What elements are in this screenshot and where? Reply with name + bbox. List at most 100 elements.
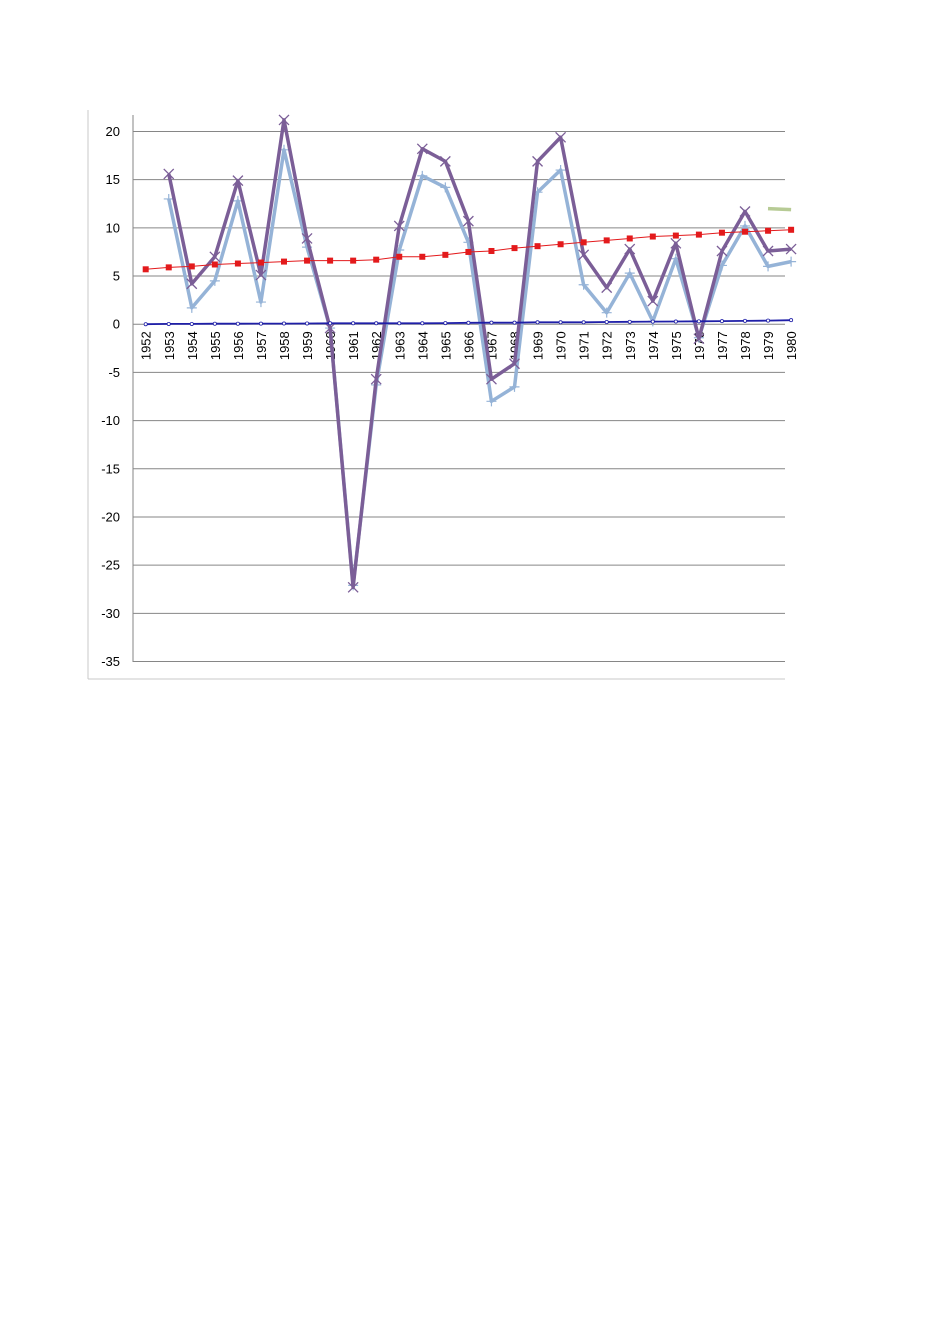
data-point	[672, 232, 679, 239]
y-tick-label: 10	[106, 220, 120, 235]
data-point	[235, 321, 240, 326]
data-point	[212, 321, 217, 326]
data-point	[189, 321, 194, 326]
x-tick-label: 1959	[300, 331, 315, 360]
x-tick-label: 1961	[346, 331, 361, 360]
y-tick-label: -20	[101, 509, 120, 524]
y-tick-label: -5	[108, 365, 120, 380]
x-tick-label: 1963	[392, 331, 407, 360]
data-point	[603, 237, 610, 244]
x-tick-label: 1977	[715, 331, 730, 360]
data-point	[739, 206, 751, 217]
data-point	[627, 319, 632, 324]
data-point	[211, 261, 218, 268]
x-tick-label: 1972	[600, 331, 615, 360]
series-0	[163, 144, 797, 591]
data-point	[649, 233, 656, 240]
data-point	[766, 318, 771, 323]
data-point	[397, 321, 402, 326]
y-tick-label: 15	[106, 172, 120, 187]
data-point	[765, 227, 772, 234]
data-point	[624, 243, 636, 255]
data-point	[393, 220, 405, 232]
data-point	[417, 170, 428, 181]
data-point	[440, 182, 451, 193]
data-point	[465, 248, 472, 255]
data-point	[673, 319, 678, 324]
x-tick-label: 1953	[162, 331, 177, 360]
x-tick-label: 1979	[761, 331, 776, 360]
data-point	[419, 253, 426, 260]
x-tick-label: 1970	[554, 331, 569, 360]
data-point	[719, 319, 724, 324]
data-point	[232, 175, 244, 187]
data-point	[234, 260, 241, 267]
data-point	[281, 258, 287, 265]
x-tick-label: 1957	[254, 331, 269, 360]
data-point	[486, 396, 497, 407]
data-point	[763, 261, 774, 272]
data-point	[532, 155, 544, 167]
x-tick-label: 1978	[738, 331, 753, 360]
data-point	[488, 247, 495, 254]
data-point	[466, 320, 471, 325]
data-point	[351, 321, 356, 326]
data-point	[281, 321, 286, 326]
data-point	[624, 268, 635, 279]
y-tick-label: -15	[101, 461, 120, 476]
x-tick-label: 1971	[577, 331, 592, 360]
series-line	[167, 148, 792, 588]
data-point	[743, 318, 748, 323]
x-tick-label: 1955	[208, 331, 223, 360]
data-point	[581, 320, 586, 325]
x-tick-label: 1976	[692, 331, 707, 360]
data-point	[257, 259, 264, 266]
data-point	[186, 278, 198, 290]
data-point	[509, 358, 520, 370]
y-tick-label: 5	[113, 269, 120, 284]
data-point	[604, 320, 609, 325]
data-point	[742, 228, 748, 235]
data-point	[626, 235, 633, 242]
series-group	[142, 114, 797, 593]
data-point	[163, 193, 174, 204]
data-point	[578, 279, 589, 290]
data-point	[718, 229, 725, 236]
data-point	[305, 321, 310, 326]
series-4	[767, 206, 792, 212]
x-tick-label: 1966	[461, 331, 476, 360]
y-tick-label: -10	[101, 413, 120, 428]
gridlines	[133, 131, 785, 662]
data-point	[489, 320, 494, 325]
data-point	[511, 245, 518, 252]
data-point	[785, 243, 797, 255]
x-tick-label: 1965	[438, 331, 453, 360]
y-tick-label: -25	[101, 558, 120, 573]
data-point	[258, 321, 263, 326]
data-point	[555, 131, 567, 143]
x-tick-label: 1973	[623, 331, 638, 360]
data-point	[693, 333, 705, 345]
data-point	[420, 321, 425, 326]
data-point	[278, 114, 290, 126]
data-point	[350, 257, 357, 264]
data-point	[650, 319, 655, 324]
x-tick-label: 1964	[415, 331, 430, 360]
data-point	[209, 251, 221, 263]
y-tick-label: 0	[113, 317, 120, 332]
data-point	[786, 256, 797, 267]
data-point	[396, 253, 403, 260]
series-3	[143, 318, 794, 327]
series-1	[163, 114, 797, 593]
data-point	[255, 269, 267, 281]
series-line	[167, 118, 792, 590]
data-point	[301, 233, 313, 244]
x-tick-label: 1956	[231, 331, 246, 360]
data-point	[186, 302, 197, 313]
x-tick-label: 1958	[277, 331, 292, 360]
data-point	[762, 245, 774, 257]
data-point	[580, 239, 587, 246]
data-point	[789, 318, 794, 323]
data-point	[188, 263, 195, 270]
